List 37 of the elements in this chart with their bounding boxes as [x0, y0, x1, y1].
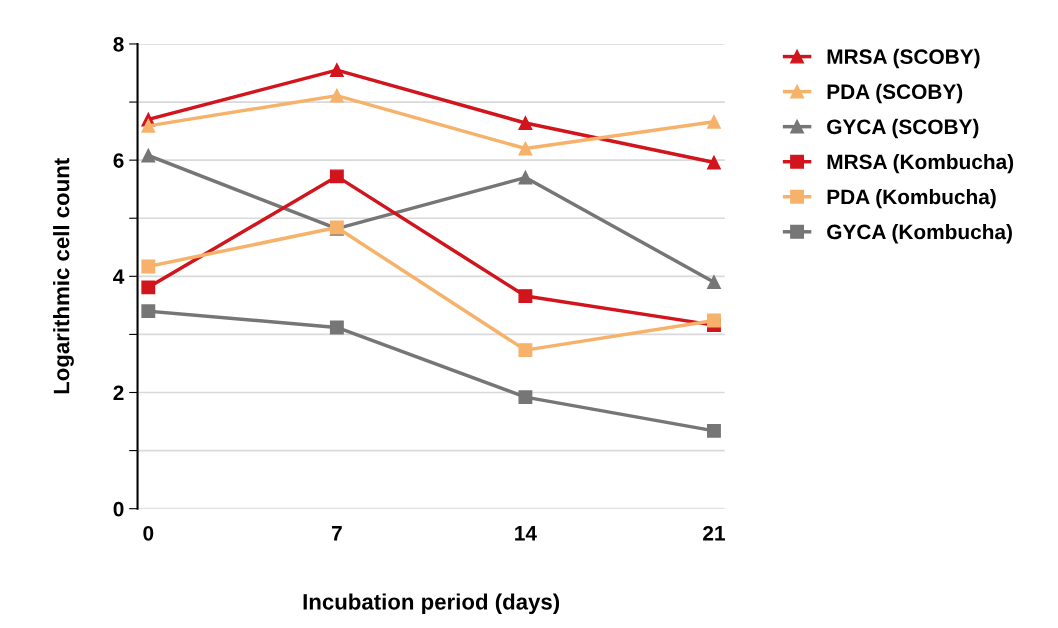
point — [518, 390, 533, 405]
x-tick-label: 14 — [515, 526, 537, 541]
y-tick-label: 6 — [113, 153, 124, 168]
legend-label: GYCA (Kombucha) — [827, 224, 1012, 244]
point — [518, 141, 533, 156]
point — [141, 280, 156, 295]
point — [141, 259, 156, 274]
point — [707, 313, 721, 328]
y-tick-label: 0 — [113, 501, 124, 517]
point — [329, 169, 344, 184]
point — [707, 155, 721, 170]
x-tick-label: 7 — [331, 526, 342, 541]
legend-label: PDA (Kombucha) — [827, 188, 996, 209]
point — [141, 148, 156, 163]
legend-label: MRSA (Kombucha) — [827, 153, 1014, 174]
x-tick-label: 21 — [703, 525, 725, 541]
point — [518, 170, 533, 185]
point — [141, 304, 156, 319]
point — [518, 289, 533, 304]
point — [518, 343, 533, 358]
y-tick-label: 4 — [113, 269, 125, 284]
point — [707, 275, 721, 290]
point — [707, 114, 721, 129]
y-tick-label: 2 — [113, 385, 124, 401]
y-tick-label: 8 — [113, 36, 124, 52]
point — [141, 118, 156, 133]
y-axis-title: Logarithmic cell count — [53, 158, 74, 394]
point — [329, 320, 344, 335]
point — [329, 88, 344, 103]
point — [329, 63, 344, 78]
x-axis-title: Incubation period (days) — [303, 593, 560, 615]
point — [518, 116, 533, 130]
legend-label: GYCA (SCOBY) — [827, 118, 979, 139]
point — [707, 423, 721, 438]
x-tick-label: 0 — [143, 525, 154, 541]
legend-label: PDA (SCOBY) — [827, 83, 963, 104]
legend-label: MRSA (SCOBY) — [827, 48, 980, 69]
